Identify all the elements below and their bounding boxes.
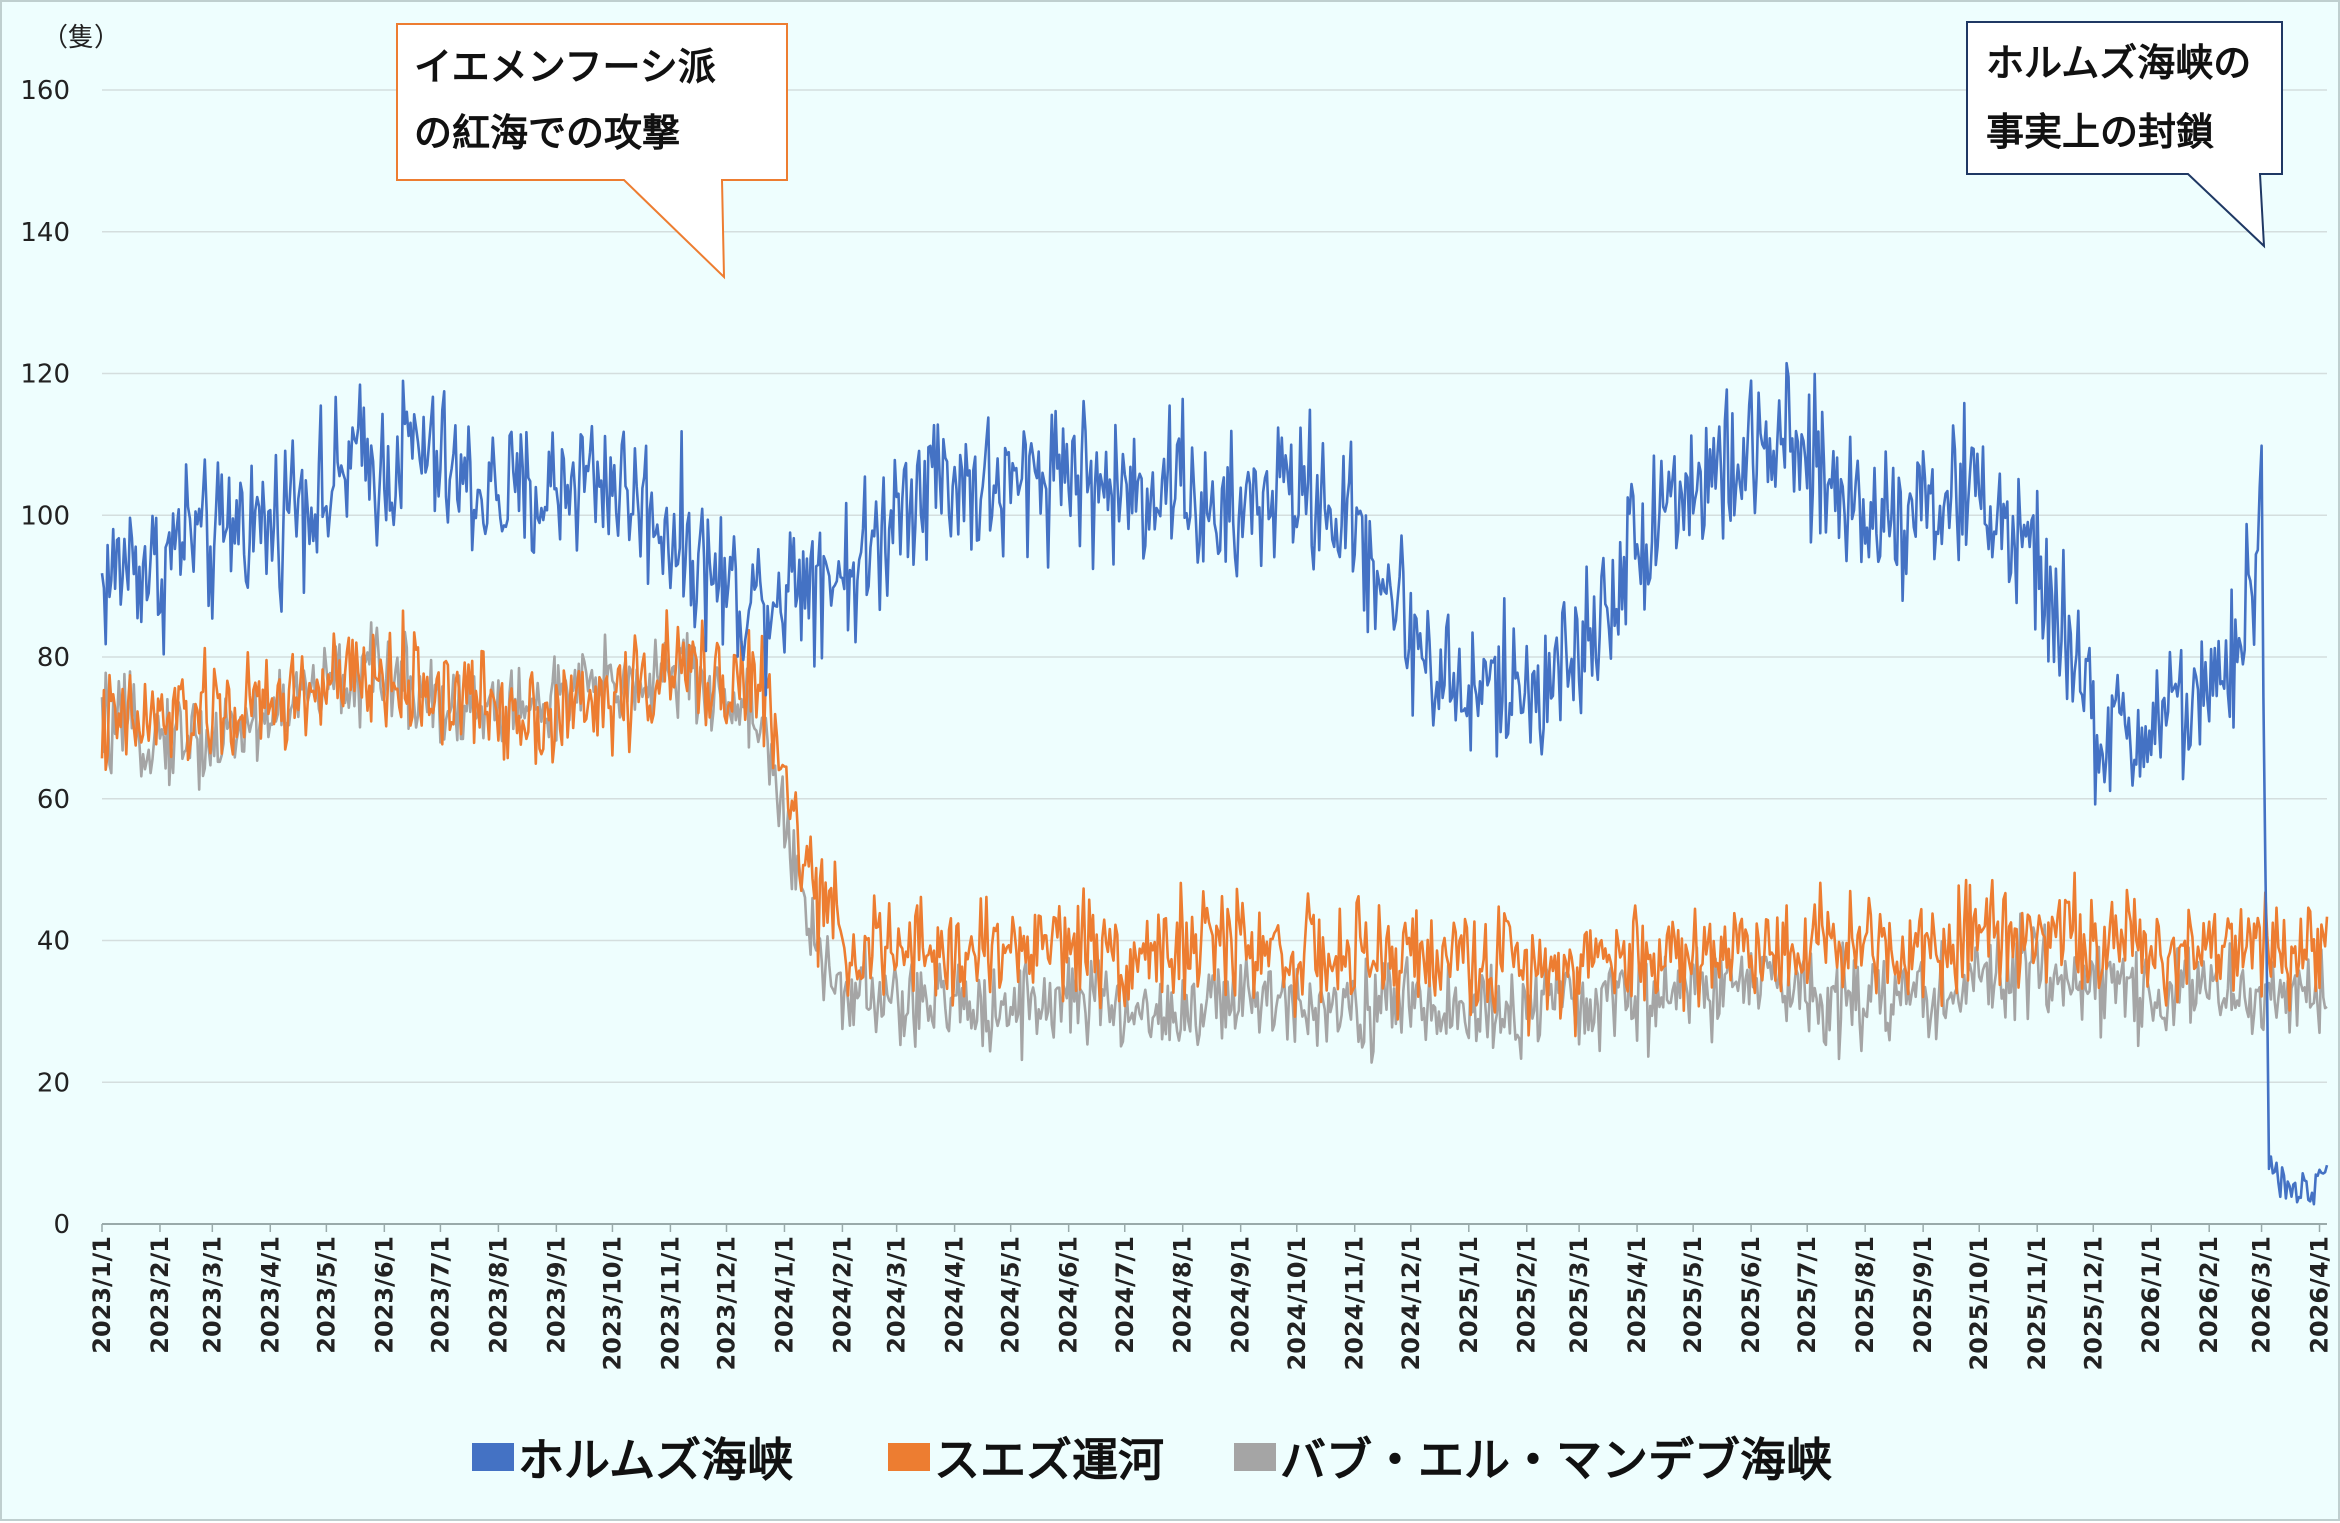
x-tick-label: 2023/9/1 — [542, 1236, 570, 1354]
x-tick-label: 2023/1/1 — [88, 1236, 116, 1354]
callout-hormuz-box — [1966, 21, 2283, 249]
x-tick-label: 2024/7/1 — [1111, 1236, 1139, 1354]
x-tick-label: 2023/10/1 — [598, 1236, 626, 1370]
x-tick-label: 2025/8/1 — [1851, 1236, 1879, 1354]
x-tick-label: 2026/3/1 — [2248, 1236, 2276, 1354]
x-tick-label: 2025/3/1 — [1565, 1236, 1593, 1354]
callout-hormuz: ホルムズ海峡の 事実上の封鎖 — [1966, 21, 2283, 249]
y-tick-label: 140 — [20, 218, 70, 248]
y-tick-label: 160 — [20, 76, 70, 106]
x-tick-label: 2024/4/1 — [941, 1236, 969, 1354]
x-tick-label: 2024/6/1 — [1055, 1236, 1083, 1354]
callout-houthi-line2: の紅海での攻撃 — [414, 111, 680, 155]
callout-houthi: イエメンフーシ派 の紅海での攻撃 — [396, 23, 788, 280]
x-tick-label: 2025/9/1 — [1909, 1236, 1937, 1354]
x-tick-label: 2023/2/1 — [146, 1236, 174, 1354]
y-tick-label: 100 — [20, 501, 70, 531]
x-tick-label: 2025/1/1 — [1455, 1236, 1483, 1354]
legend-swatch-hormuz — [472, 1443, 514, 1471]
x-tick-label: 2025/12/1 — [2079, 1236, 2107, 1370]
series-lines — [100, 361, 2329, 1206]
x-tick-label: 2023/11/1 — [656, 1236, 684, 1370]
series-line-suez — [100, 609, 2329, 1038]
x-tick-label: 2023/8/1 — [484, 1236, 512, 1354]
callout-houthi-box — [396, 23, 788, 280]
legend-item-bab-el-mandeb: バブ・エル・マンデブ海峡 — [1234, 1433, 1832, 1487]
legend-label-hormuz: ホルムズ海峡 — [518, 1433, 793, 1487]
y-axis-unit: （隻） — [42, 23, 120, 53]
x-tick-label: 2024/12/1 — [1397, 1236, 1425, 1370]
x-tick-label: 2024/8/1 — [1169, 1236, 1197, 1354]
y-tick-label: 120 — [20, 360, 70, 390]
x-tick-label: 2025/5/1 — [1679, 1236, 1707, 1354]
x-tick-label: 2023/4/1 — [256, 1236, 284, 1354]
x-tick-label: 2025/10/1 — [1965, 1236, 1993, 1370]
x-tick-label: 2025/7/1 — [1793, 1236, 1821, 1354]
y-tick-label: 40 — [37, 927, 70, 957]
callout-houthi-line1: イエメンフーシ派 — [414, 45, 716, 89]
x-tick-label: 2026/2/1 — [2195, 1236, 2223, 1354]
legend-label-suez: スエズ運河 — [934, 1433, 1164, 1487]
callout-hormuz-line2: 事実上の封鎖 — [1986, 110, 2214, 154]
x-tick-label: 2024/5/1 — [997, 1236, 1025, 1354]
gridlines — [102, 89, 2327, 1225]
x-tick-label: 2025/2/1 — [1513, 1236, 1541, 1354]
legend-swatch-suez — [888, 1443, 930, 1471]
legend-item-suez: スエズ運河 — [888, 1433, 1164, 1487]
x-axis-ticks: 2023/1/1 2023/2/1 2023/3/1 2023/4/1 2023/5/1… — [88, 1224, 2334, 1370]
x-tick-label: 2024/2/1 — [828, 1236, 856, 1354]
y-axis-ticks: 0 20 40 60 80 100 120 140 160 — [20, 76, 70, 1240]
callout-hormuz-line1: ホルムズ海峡の — [1986, 41, 2251, 85]
x-tick-label: 2025/6/1 — [1737, 1236, 1765, 1354]
x-tick-label: 2024/9/1 — [1227, 1236, 1255, 1354]
x-tick-label: 2025/11/1 — [2023, 1236, 2051, 1370]
x-tick-label: 2026/1/1 — [2137, 1236, 2165, 1354]
legend-item-hormuz: ホルムズ海峡 — [472, 1433, 793, 1487]
x-tick-label: 2023/3/1 — [198, 1236, 226, 1354]
x-tick-label: 2023/7/1 — [426, 1236, 454, 1354]
x-tick-label: 2024/11/1 — [1341, 1236, 1369, 1370]
y-tick-label: 0 — [53, 1210, 70, 1240]
series-line-hormuz — [100, 361, 2329, 1206]
x-tick-label: 2025/4/1 — [1623, 1236, 1651, 1354]
legend: ホルムズ海峡 スエズ運河 バブ・エル・マンデブ海峡 — [472, 1433, 1832, 1487]
y-tick-label: 20 — [37, 1068, 70, 1098]
x-tick-label: 2023/12/1 — [712, 1236, 740, 1370]
y-tick-label: 60 — [37, 785, 70, 815]
x-tick-label: 2024/3/1 — [883, 1236, 911, 1354]
x-tick-label: 2024/10/1 — [1283, 1236, 1311, 1370]
x-tick-label: 2026/4/1 — [2306, 1236, 2334, 1354]
x-tick-label: 2024/1/1 — [770, 1236, 798, 1354]
y-tick-label: 80 — [37, 643, 70, 673]
legend-label-bab-el-mandeb: バブ・エル・マンデブ海峡 — [1280, 1433, 1832, 1487]
legend-swatch-bab-el-mandeb — [1234, 1443, 1276, 1471]
x-tick-label: 2023/6/1 — [370, 1236, 398, 1354]
x-tick-label: 2023/5/1 — [312, 1236, 340, 1354]
